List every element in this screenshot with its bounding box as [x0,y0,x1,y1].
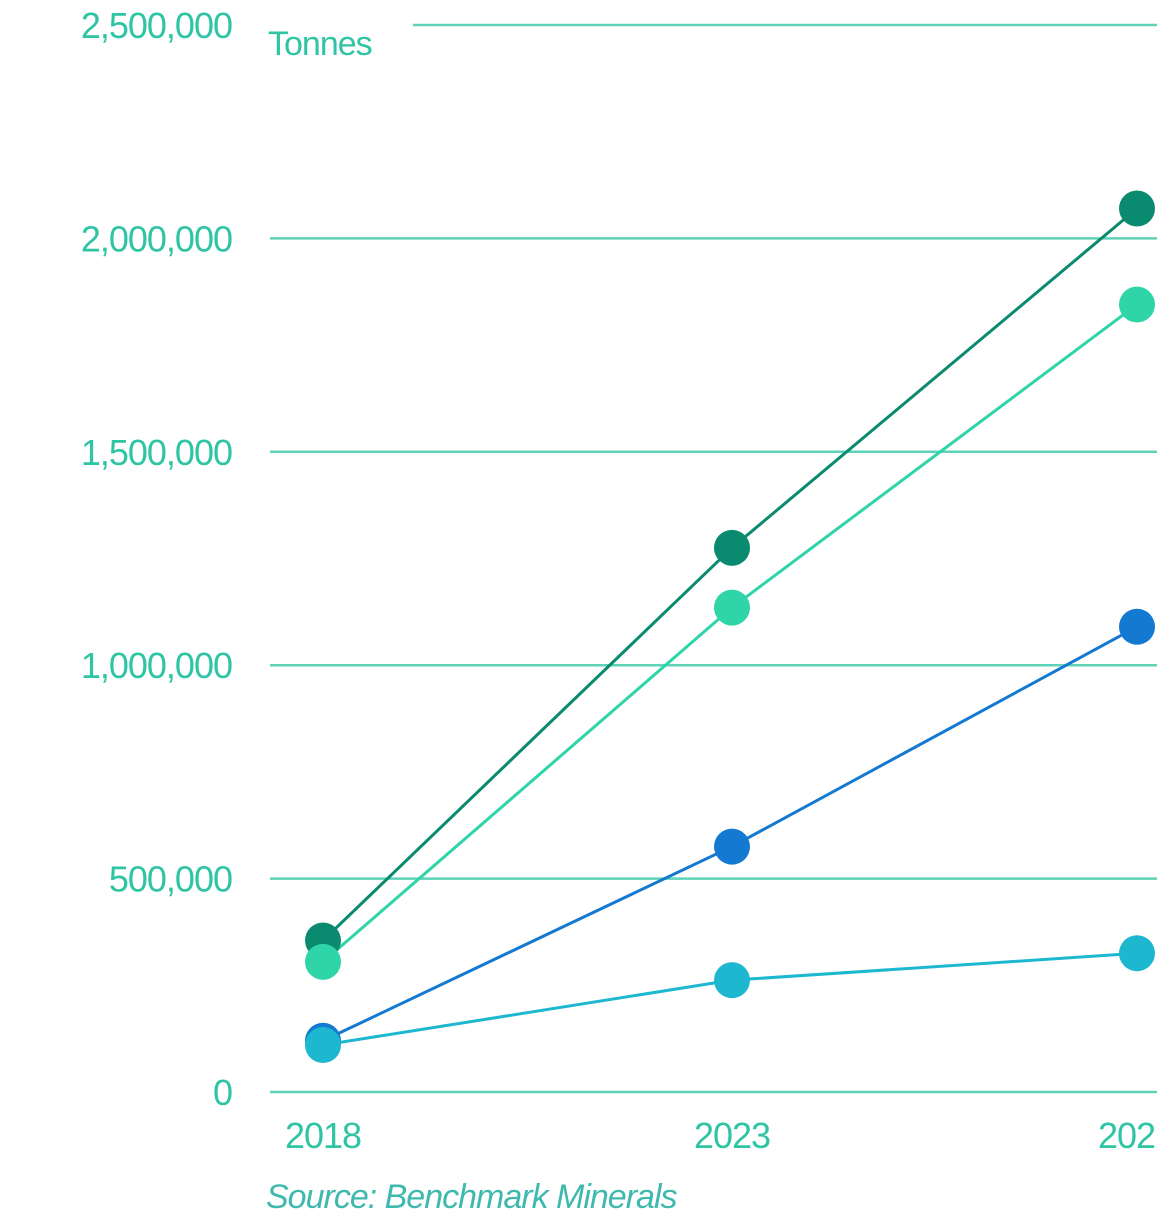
data-point [305,1027,341,1064]
x-tick-label: 2018 [285,1115,361,1156]
data-point [714,962,750,999]
series-lines [321,207,1138,1047]
data-point [1119,608,1155,645]
x-axis-ticks: 2018 2023 202 [285,1115,1156,1156]
data-point [305,943,341,980]
y-tick-label: 0 [213,1072,232,1113]
y-tick-label: 1,000,000 [81,645,232,686]
y-tick-label: 500,000 [109,859,232,900]
y-axis-ticks: 0 500,000 1,000,000 1,500,000 2,000,000 2,500… [81,5,233,1113]
gridlines [270,23,1157,1094]
data-point [1119,190,1155,227]
x-tick-label: 202 [1098,1115,1155,1156]
data-point [1119,286,1155,323]
y-tick-label: 1,500,000 [81,432,232,473]
data-point [1119,935,1155,972]
series-points [305,190,1155,1064]
data-point [714,589,750,626]
unit-label: Tonnes [268,25,372,63]
y-tick-label: 2,000,000 [81,218,232,259]
data-point [714,529,750,566]
source-note: Source: Benchmark Minerals [266,1178,678,1216]
x-tick-label: 2023 [694,1115,770,1156]
y-tick-label: 2,500,000 [81,5,232,46]
data-point [714,828,750,865]
